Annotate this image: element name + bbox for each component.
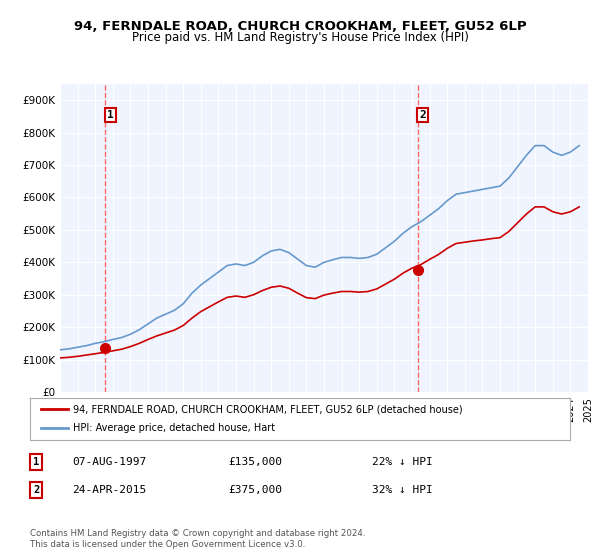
Text: £135,000: £135,000 <box>228 457 282 467</box>
Text: 22% ↓ HPI: 22% ↓ HPI <box>372 457 433 467</box>
Text: 07-AUG-1997: 07-AUG-1997 <box>72 457 146 467</box>
Text: 1: 1 <box>33 457 39 467</box>
Text: Contains HM Land Registry data © Crown copyright and database right 2024.
This d: Contains HM Land Registry data © Crown c… <box>30 529 365 549</box>
Text: 94, FERNDALE ROAD, CHURCH CROOKHAM, FLEET, GU52 6LP: 94, FERNDALE ROAD, CHURCH CROOKHAM, FLEE… <box>74 20 526 32</box>
Text: 24-APR-2015: 24-APR-2015 <box>72 485 146 495</box>
Text: Price paid vs. HM Land Registry's House Price Index (HPI): Price paid vs. HM Land Registry's House … <box>131 31 469 44</box>
Text: 32% ↓ HPI: 32% ↓ HPI <box>372 485 433 495</box>
Text: 2: 2 <box>33 485 39 495</box>
Text: £375,000: £375,000 <box>228 485 282 495</box>
Text: 1: 1 <box>107 110 114 120</box>
Text: HPI: Average price, detached house, Hart: HPI: Average price, detached house, Hart <box>73 423 275 433</box>
Text: 2: 2 <box>419 110 426 120</box>
Text: 94, FERNDALE ROAD, CHURCH CROOKHAM, FLEET, GU52 6LP (detached house): 94, FERNDALE ROAD, CHURCH CROOKHAM, FLEE… <box>73 404 463 414</box>
